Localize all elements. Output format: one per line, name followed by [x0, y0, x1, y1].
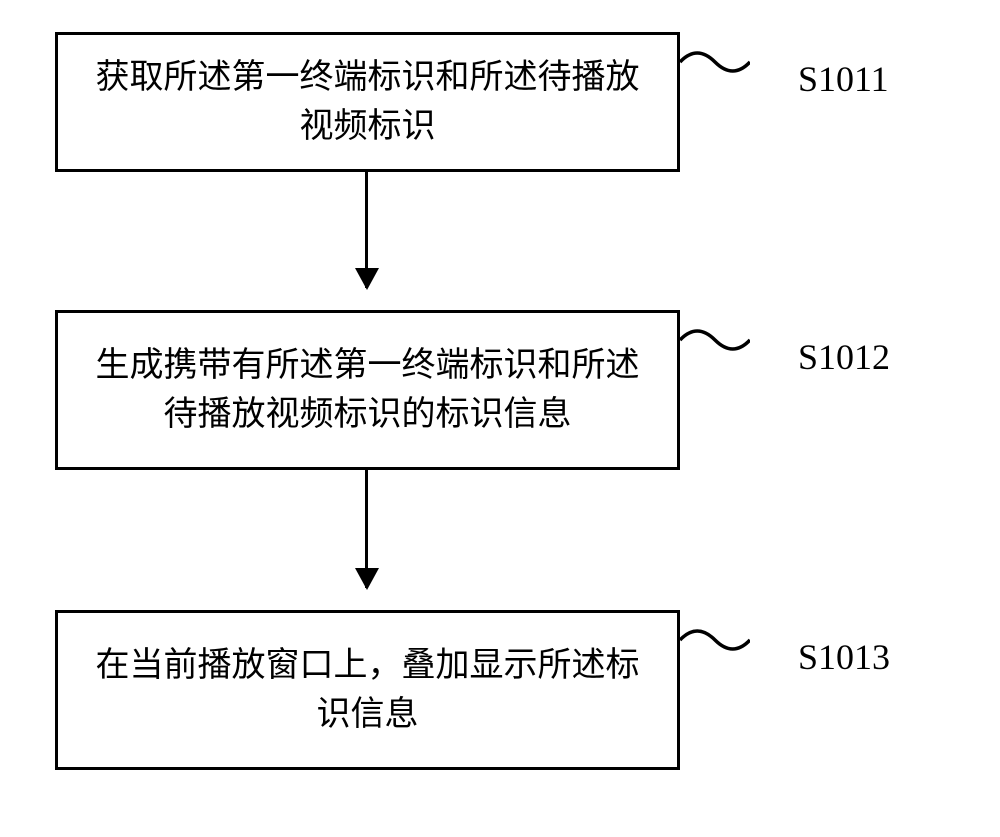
step-text: 生成携带有所述第一终端标识和所述待播放视频标识的标识信息: [86, 341, 649, 440]
connector-tilde: [680, 626, 750, 656]
step-label-s1011: S1011: [798, 58, 889, 100]
flowchart-canvas: 获取所述第一终端标识和所述待播放视频标识 S1011 生成携带有所述第一终端标识…: [0, 0, 1000, 837]
step-label-s1012: S1012: [798, 336, 890, 378]
step-label-s1013: S1013: [798, 636, 890, 678]
step-text: 在当前播放窗口上，叠加显示所述标识信息: [86, 641, 649, 740]
arrow-down: [365, 470, 368, 588]
arrow-down: [365, 172, 368, 288]
step-text: 获取所述第一终端标识和所述待播放视频标识: [86, 53, 649, 152]
step-box-s1013: 在当前播放窗口上，叠加显示所述标识信息: [55, 610, 680, 770]
connector-tilde: [680, 48, 750, 78]
step-box-s1012: 生成携带有所述第一终端标识和所述待播放视频标识的标识信息: [55, 310, 680, 470]
connector-tilde: [680, 326, 750, 356]
step-box-s1011: 获取所述第一终端标识和所述待播放视频标识: [55, 32, 680, 172]
